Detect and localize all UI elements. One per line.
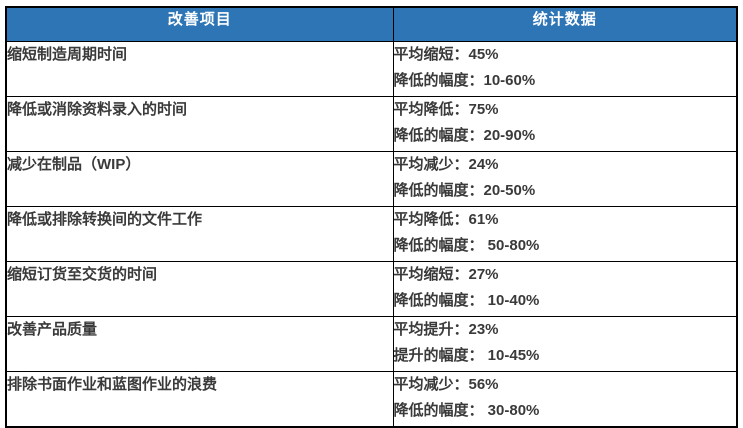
header-row: 改善项目 统计数据 — [5, 6, 738, 42]
stat-line-range: 降低的幅度：10-60% — [393, 72, 536, 89]
item-cell: 降低或排除转换间的文件工作 — [5, 206, 394, 262]
stats-cell: 平均缩短：27% 降低的幅度： 10-40% — [392, 261, 738, 317]
stat-line-range: 降低的幅度：20-90% — [393, 127, 536, 144]
item-cell: 排除书面作业和蓝图作业的浪费 — [5, 371, 394, 428]
stats-cell: 平均降低：75% 降低的幅度：20-90% — [392, 96, 738, 152]
stat-line-average: 平均减少：24% — [393, 156, 499, 173]
stats-cell: 平均提升：23% 提升的幅度： 10-45% — [392, 316, 738, 372]
stat-line-average: 平均缩短：45% — [393, 46, 499, 63]
item-cell: 改善产品质量 — [5, 316, 394, 372]
stats-cell: 平均减少：56% 降低的幅度： 30-80% — [392, 371, 738, 428]
stats-cell: 平均缩短：45% 降低的幅度：10-60% — [392, 41, 738, 97]
improvement-stats-table: 改善项目 统计数据 缩短制造周期时间 平均缩短：45% 降低的幅度：10-60%… — [5, 6, 738, 428]
stat-line-range: 降低的幅度：20-50% — [393, 182, 536, 199]
table-row: 排除书面作业和蓝图作业的浪费 平均减少：56% 降低的幅度： 30-80% — [5, 371, 738, 428]
table-row: 缩短制造周期时间 平均缩短：45% 降低的幅度：10-60% — [5, 41, 738, 97]
stat-line-average: 平均减少：56% — [393, 376, 499, 393]
table-row: 降低或排除转换间的文件工作 平均降低：61% 降低的幅度： 50-80% — [5, 206, 738, 262]
table-row: 缩短订货至交货的时间 平均缩短：27% 降低的幅度： 10-40% — [5, 261, 738, 317]
stat-line-range: 降低的幅度： 10-40% — [393, 292, 540, 309]
stat-line-range: 降低的幅度： 30-80% — [393, 402, 540, 419]
table-row: 改善产品质量 平均提升：23% 提升的幅度： 10-45% — [5, 316, 738, 372]
stat-line-average: 平均降低：75% — [393, 101, 499, 118]
column-header-improvement-item: 改善项目 — [5, 6, 394, 42]
item-cell: 减少在制品（WIP） — [5, 151, 394, 207]
column-header-statistics: 统计数据 — [392, 6, 738, 42]
stat-line-range: 降低的幅度： 50-80% — [393, 237, 540, 254]
stat-line-average: 平均提升：23% — [393, 321, 499, 338]
stats-cell: 平均降低：61% 降低的幅度： 50-80% — [392, 206, 738, 262]
stat-line-average: 平均缩短：27% — [393, 266, 499, 283]
stats-cell: 平均减少：24% 降低的幅度：20-50% — [392, 151, 738, 207]
stat-line-range: 提升的幅度： 10-45% — [393, 347, 540, 364]
item-cell: 缩短制造周期时间 — [5, 41, 394, 97]
table-row: 降低或消除资料录入的时间 平均降低：75% 降低的幅度：20-90% — [5, 96, 738, 152]
table-row: 减少在制品（WIP） 平均减少：24% 降低的幅度：20-50% — [5, 151, 738, 207]
stat-line-average: 平均降低：61% — [393, 211, 499, 228]
item-cell: 缩短订货至交货的时间 — [5, 261, 394, 317]
item-cell: 降低或消除资料录入的时间 — [5, 96, 394, 152]
